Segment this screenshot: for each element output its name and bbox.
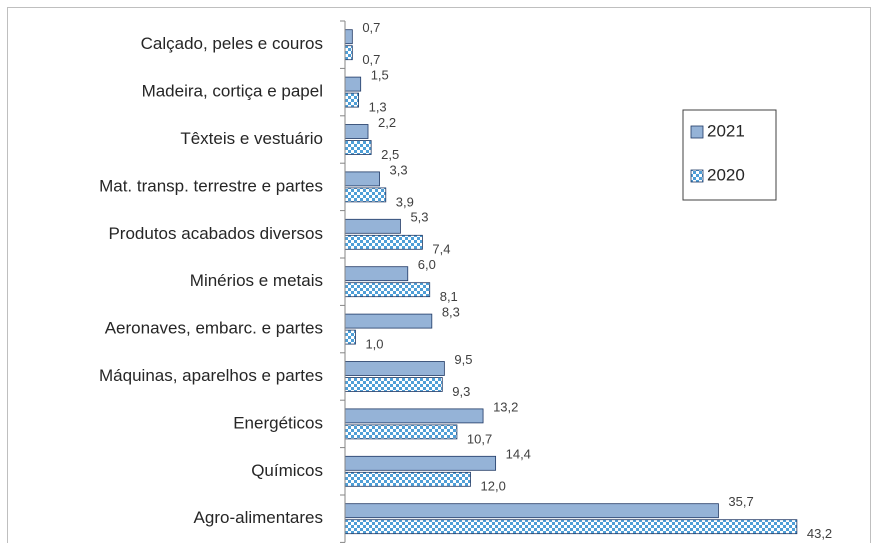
category-label: Químicos — [251, 461, 323, 480]
value-label: 9,5 — [454, 352, 472, 367]
bar — [344, 361, 445, 376]
value-label: 8,1 — [440, 289, 458, 304]
bar — [344, 503, 719, 519]
bar — [344, 329, 356, 345]
bar — [344, 171, 380, 187]
value-label: 0,7 — [362, 52, 380, 67]
value-label: 13,2 — [493, 399, 518, 414]
bar — [344, 218, 401, 234]
category-label: Produtos acabados diversos — [108, 224, 323, 243]
bar — [344, 519, 798, 535]
value-label: 10,7 — [467, 431, 492, 446]
value-label: 35,7 — [728, 494, 753, 509]
category-label: Aeronaves, embarc. e partes — [105, 319, 323, 338]
bar — [344, 45, 353, 61]
bar — [344, 124, 369, 139]
category-label: Calçado, peles e couros — [141, 34, 323, 53]
value-label: 9,3 — [452, 384, 470, 399]
category-label: Têxteis e vestuário — [180, 129, 323, 148]
bar — [344, 92, 359, 108]
value-label: 1,5 — [371, 68, 389, 83]
bar — [344, 377, 443, 392]
category-label: Minérios e metais — [190, 271, 323, 290]
value-label: 2,5 — [381, 147, 399, 162]
value-label: 0,7 — [362, 20, 380, 35]
legend-swatch — [690, 125, 704, 139]
legend-label: 2021 — [707, 121, 745, 140]
category-label: Energéticos — [233, 413, 323, 432]
bar — [344, 187, 387, 203]
bar — [344, 471, 471, 487]
value-label: 7,4 — [432, 242, 450, 257]
category-label: Agro-alimentares — [194, 508, 323, 527]
category-label: Madeira, cortiça e papel — [142, 82, 323, 101]
bar — [344, 76, 362, 92]
bar — [344, 424, 458, 440]
bar — [344, 455, 497, 471]
bar — [344, 234, 423, 250]
value-label: 12,0 — [481, 479, 506, 494]
legend-box — [682, 109, 777, 201]
value-label: 6,0 — [418, 257, 436, 272]
legend-swatch — [690, 169, 704, 183]
bar — [344, 266, 409, 282]
value-label: 1,3 — [369, 100, 387, 115]
value-label: 3,9 — [396, 194, 414, 209]
bar — [344, 313, 433, 329]
bar — [344, 140, 372, 155]
value-label: 3,3 — [390, 162, 408, 177]
bar — [344, 282, 431, 298]
category-label: Mat. transp. terrestre e partes — [99, 176, 323, 195]
value-label: 14,4 — [506, 447, 531, 462]
value-label: 2,2 — [378, 115, 396, 130]
category-label: Máquinas, aparelhos e partes — [99, 366, 323, 385]
value-label: 1,0 — [365, 337, 383, 352]
value-label: 43,2 — [807, 526, 832, 541]
value-label: 8,3 — [442, 305, 460, 320]
legend-label: 2020 — [707, 165, 745, 184]
value-label: 5,3 — [410, 210, 428, 225]
bar — [344, 408, 484, 424]
bar — [344, 29, 353, 45]
